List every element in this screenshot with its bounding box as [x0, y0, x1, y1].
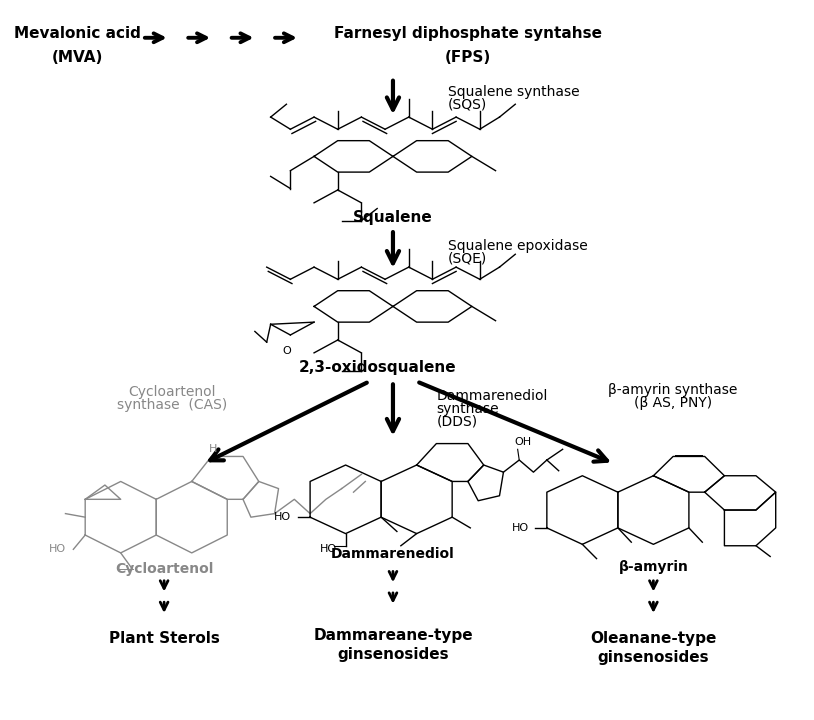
Text: β-amyrin: β-amyrin — [619, 560, 689, 574]
Text: (DDS): (DDS) — [436, 415, 478, 428]
Text: (β AS, PNY): (β AS, PNY) — [634, 396, 712, 410]
Text: Squalene synthase: Squalene synthase — [449, 85, 580, 99]
Text: (MVA): (MVA) — [51, 50, 103, 66]
Text: (SQE): (SQE) — [449, 251, 488, 266]
Text: Dammareane-type: Dammareane-type — [313, 628, 473, 642]
Text: Oleanane-type: Oleanane-type — [590, 631, 716, 646]
Text: (FPS): (FPS) — [444, 50, 491, 66]
Text: Cycloartenol: Cycloartenol — [115, 562, 213, 575]
Text: Squalene: Squalene — [353, 210, 433, 225]
Text: Cycloartenol: Cycloartenol — [129, 385, 216, 399]
Text: O: O — [282, 346, 291, 356]
Text: HO: HO — [49, 544, 66, 554]
Text: ginsenosides: ginsenosides — [597, 650, 709, 665]
Text: (SQS): (SQS) — [449, 98, 488, 112]
Text: synthase: synthase — [436, 402, 499, 415]
Text: Mevalonic acid: Mevalonic acid — [14, 26, 141, 41]
Text: Squalene epoxidase: Squalene epoxidase — [449, 239, 588, 253]
Text: ginsenosides: ginsenosides — [337, 647, 449, 662]
Text: synthase  (CAS): synthase (CAS) — [117, 398, 227, 412]
Text: Farnesyl diphosphate syntahse: Farnesyl diphosphate syntahse — [334, 26, 602, 41]
Text: 2,3-oxidosqualene: 2,3-oxidosqualene — [299, 360, 456, 374]
Text: Dammarenediol: Dammarenediol — [436, 389, 548, 402]
Text: Dammarenediol: Dammarenediol — [331, 547, 455, 562]
Text: HO: HO — [512, 523, 529, 533]
Text: OH: OH — [514, 437, 532, 447]
Text: H: H — [209, 444, 217, 454]
Text: β-amyrin synthase: β-amyrin synthase — [608, 383, 737, 397]
Text: HO: HO — [274, 512, 291, 522]
Text: Plant Sterols: Plant Sterols — [108, 631, 220, 646]
Text: HO: HO — [320, 544, 337, 554]
